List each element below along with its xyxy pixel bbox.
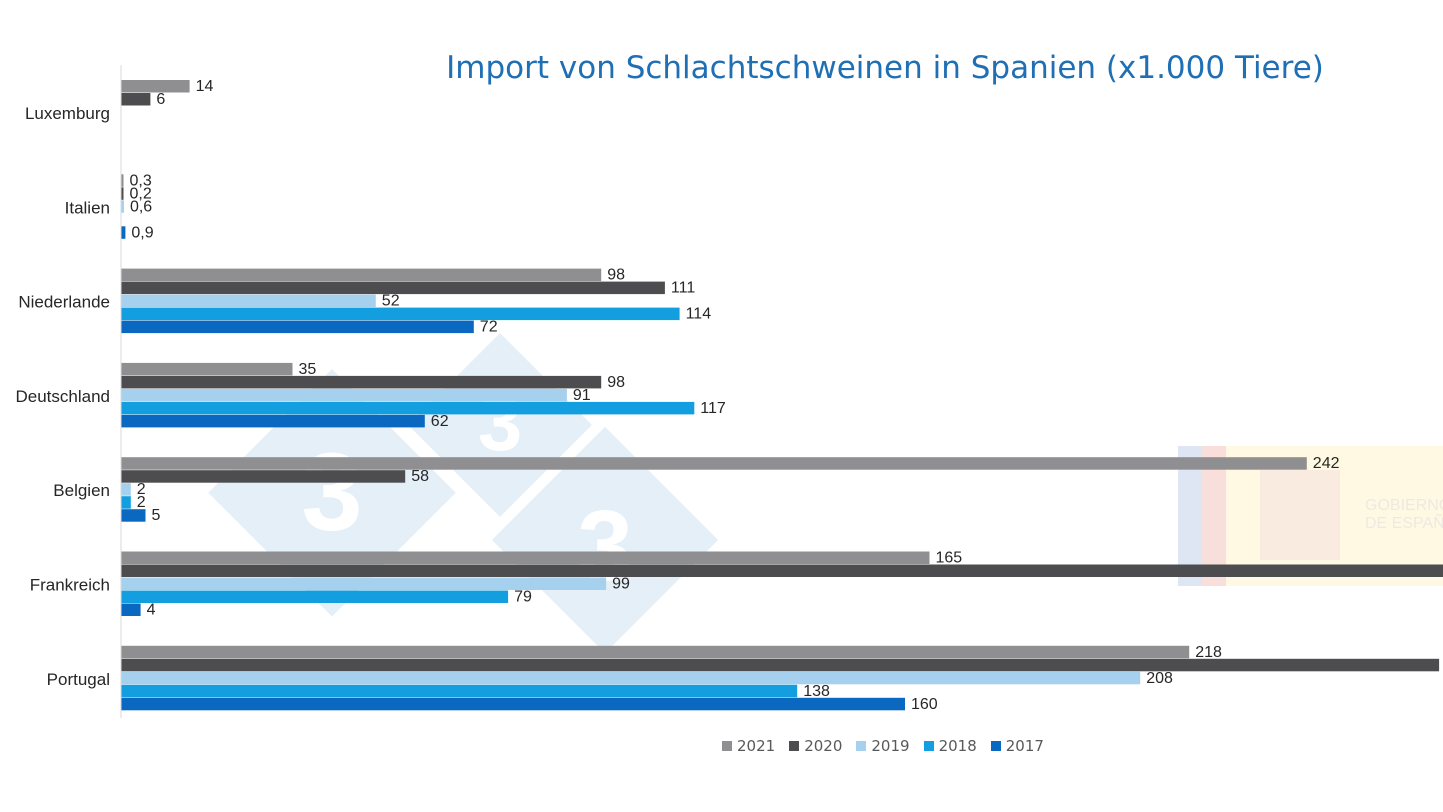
bar-2017 bbox=[121, 226, 126, 239]
data-label: 165 bbox=[936, 550, 963, 567]
category-label: Frankreich bbox=[30, 576, 110, 595]
bar-2020 bbox=[121, 564, 1443, 577]
legend-label: 2017 bbox=[1005, 737, 1044, 755]
data-label: 5 bbox=[152, 507, 161, 524]
category-label: Belgien bbox=[53, 481, 110, 500]
svg-text:GOBIERNO: GOBIERNO bbox=[1365, 497, 1443, 514]
chart-title: Import von Schlachtschweinen in Spanien … bbox=[446, 50, 1324, 86]
data-label: 99 bbox=[612, 576, 630, 593]
legend-swatch bbox=[789, 741, 800, 751]
bar-2021 bbox=[121, 551, 930, 564]
data-label: 160 bbox=[911, 696, 938, 713]
category-label: Luxemburg bbox=[25, 104, 110, 123]
legend-swatch bbox=[722, 741, 732, 751]
bar-2017 bbox=[121, 509, 146, 522]
bar-2018 bbox=[121, 684, 798, 698]
bar-2019 bbox=[121, 200, 124, 213]
bar-2019 bbox=[121, 671, 1141, 685]
legend-label: 2021 bbox=[737, 737, 776, 755]
data-label: 0,2 bbox=[130, 185, 152, 202]
data-label: 218 bbox=[1195, 644, 1222, 661]
data-label: 79 bbox=[514, 589, 532, 606]
category-label: Niederlande bbox=[18, 293, 110, 312]
data-label: 0,3 bbox=[130, 172, 152, 189]
bar-2017 bbox=[121, 697, 905, 711]
bar-2018 bbox=[121, 496, 131, 509]
data-label: 111 bbox=[671, 280, 695, 297]
bar-2020 bbox=[121, 375, 602, 389]
bar-2020 bbox=[121, 470, 406, 483]
bar-2021 bbox=[121, 457, 1307, 470]
data-label: 138 bbox=[803, 683, 830, 700]
bar-2020 bbox=[121, 187, 124, 200]
category-label: Deutschland bbox=[15, 387, 110, 406]
legend-label: 2020 bbox=[804, 737, 843, 755]
data-label: 208 bbox=[1146, 670, 1173, 687]
legend-swatch bbox=[856, 741, 867, 751]
bar-2017 bbox=[121, 603, 141, 616]
data-label: 4 bbox=[147, 602, 156, 619]
bar-2019 bbox=[121, 388, 567, 402]
bar-2018 bbox=[121, 307, 680, 321]
bar-2018 bbox=[121, 401, 695, 415]
data-label: 2 bbox=[137, 494, 146, 511]
bar-2020 bbox=[121, 658, 1440, 672]
legend-item-2017: 2017 bbox=[990, 737, 1044, 755]
data-label: 58 bbox=[411, 468, 429, 485]
bar-2021 bbox=[121, 174, 124, 187]
legend: 2021 2020 2019 2018 2017 bbox=[722, 737, 1044, 755]
bar-2021 bbox=[121, 645, 1190, 659]
data-label: 52 bbox=[382, 293, 400, 310]
category-label: Italien bbox=[65, 198, 110, 217]
watermark-seal: GOBIERNO DE ESPAÑA bbox=[1178, 446, 1443, 586]
bar-2020 bbox=[121, 93, 151, 106]
bar-2017 bbox=[121, 414, 425, 428]
legend-swatch bbox=[923, 741, 934, 751]
data-label: 0,9 bbox=[131, 224, 153, 241]
data-label: 98 bbox=[607, 374, 625, 391]
legend-swatch bbox=[990, 741, 1001, 751]
bar-2019 bbox=[121, 294, 376, 308]
bar-2017 bbox=[121, 320, 474, 334]
data-label: 14 bbox=[196, 78, 214, 95]
data-label: 98 bbox=[607, 267, 625, 284]
legend-item-2021: 2021 bbox=[722, 737, 775, 755]
category-label: Portugal bbox=[47, 670, 110, 689]
data-label: 2 bbox=[137, 481, 146, 498]
bar-2019 bbox=[121, 577, 607, 590]
legend-label: 2018 bbox=[938, 737, 977, 755]
svg-text:DE ESPAÑA: DE ESPAÑA bbox=[1365, 512, 1443, 532]
legend-item-2020: 2020 bbox=[789, 737, 842, 755]
data-label: 6 bbox=[156, 91, 165, 108]
svg-text:3: 3 bbox=[301, 431, 362, 554]
data-label: 62 bbox=[431, 413, 449, 430]
data-label: 242 bbox=[1313, 455, 1340, 472]
legend-label: 2019 bbox=[871, 737, 910, 755]
bar-2020 bbox=[121, 281, 665, 295]
data-label: 114 bbox=[686, 306, 712, 323]
bar-2021 bbox=[121, 80, 190, 93]
bar-2019 bbox=[121, 483, 131, 496]
legend-item-2018: 2018 bbox=[923, 737, 977, 755]
data-label: 35 bbox=[299, 361, 317, 378]
data-label: 91 bbox=[573, 387, 591, 404]
legend-item-2019: 2019 bbox=[856, 737, 910, 755]
bar-2021 bbox=[121, 268, 602, 282]
bar-2021 bbox=[121, 362, 293, 376]
data-label: 72 bbox=[480, 319, 498, 336]
bar-2018 bbox=[121, 590, 509, 603]
data-label: 0,6 bbox=[130, 198, 152, 215]
data-label: 117 bbox=[700, 400, 726, 417]
